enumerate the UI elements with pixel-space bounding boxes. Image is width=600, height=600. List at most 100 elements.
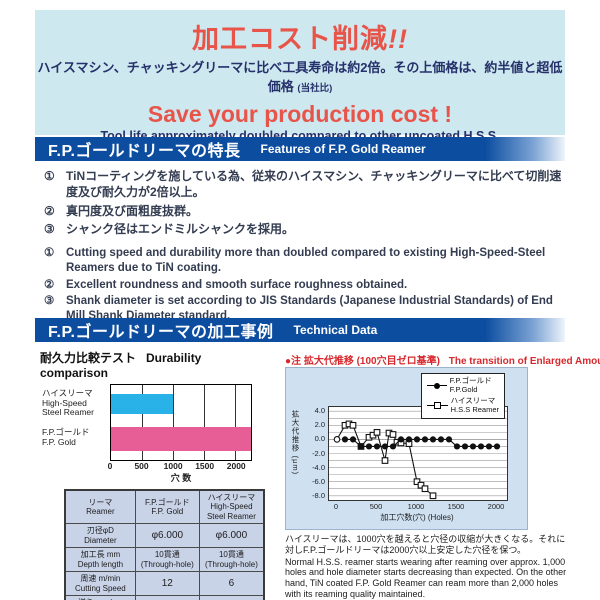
y-axis-label: 拡大代推移 (μm): [291, 410, 300, 476]
section-header-features: F.P.ゴールドリーマの特長 Features of F.P. Gold Rea…: [35, 137, 565, 161]
y-tick: 2.0: [314, 420, 325, 430]
transition-title-en: The transition of Enlarged Amount: [448, 356, 600, 367]
bar-category-label: F.P.ゴールド F.P. Gold: [42, 427, 90, 447]
spec-cell: φ6.000: [198, 523, 265, 549]
feature-text: シャンク径はエンドミルシャンクを採用。: [66, 222, 295, 237]
feature-text: Cutting speed and durability more than d…: [66, 247, 546, 275]
section-header-technical: F.P.ゴールドリーマの加工事例 Technical Data: [35, 318, 565, 342]
spec-cell: 0.2: [198, 594, 265, 600]
spec-header-cell: ハイスリーマ High-Speed Steel Reamer: [198, 489, 265, 525]
data-point: [417, 481, 425, 489]
data-point: [389, 431, 397, 438]
durability-bar-chart: ハイスリーマ High-Speed Steel Reamer F.P.ゴールド F.P.…: [40, 384, 265, 461]
data-point: [429, 492, 437, 500]
data-point: [413, 478, 421, 486]
data-point: [373, 429, 381, 436]
gridline: [142, 385, 144, 460]
durability-column: 耐久力比較テスト Durability comparison ハイスリーマ High…: [40, 349, 265, 600]
data-point: [429, 436, 437, 443]
gridline: [235, 385, 237, 460]
spec-cell: 0.2: [134, 594, 200, 600]
features-title-en: Features of F.P. Gold Reamer: [260, 142, 426, 156]
bar-category-labels: ハイスリーマ High-Speed Steel Reamer F.P.ゴールド F.P.…: [40, 384, 110, 461]
feature-number: ③: [44, 222, 55, 237]
spec-cell: φ6.000: [134, 523, 200, 549]
transition-title-jp: 拡大代推移 (100穴目ゼロ基準): [303, 356, 440, 367]
spec-row: 加工長 mm Depth length 10貫通 (Through-hole) 10貫通…: [64, 547, 265, 573]
legend-entry: ハイスリーマ H.S.S Reamer: [426, 396, 499, 414]
data-point: [389, 443, 397, 450]
feature-text: TiNコーティングを施している為、従来のハイスマシン、チャッキングリーマに比べて…: [66, 169, 562, 199]
data-point: [349, 436, 357, 443]
data-point: [469, 443, 477, 450]
y-tick: -8.0: [312, 490, 325, 500]
x-tick: 1000: [407, 502, 425, 511]
data-point: [381, 457, 389, 464]
feature-number: ②: [44, 278, 55, 291]
data-point: [357, 443, 365, 450]
durability-bar-plot: [110, 384, 252, 461]
y-tick: 4.0: [314, 406, 325, 416]
feature-number: ①: [44, 169, 55, 183]
feature-item: ② 真円度及び面粗度抜群。: [44, 204, 564, 220]
y-tick: 0.0: [314, 434, 325, 444]
spec-table-body: リーマ Reamer F.P.ゴールド F.P. Gold ハイスリーマ High-Spe…: [64, 489, 265, 600]
promo-note-jp: (当社比): [297, 83, 333, 94]
spec-cell: 10貫通 (Through-hole): [134, 547, 200, 573]
promo-banner: 加工コスト削減!! ハイスマシン、チャッキングリーマに比べ工具寿命は約2倍。その…: [35, 10, 565, 159]
spec-row: 送り mm/revFeed0.20.2: [64, 594, 265, 600]
data-point: [477, 443, 485, 450]
data-point: [485, 443, 493, 450]
data-point: [493, 443, 501, 450]
filled-circle-icon: [426, 382, 447, 389]
feature-text: Excellent roundness and smooth surface r…: [66, 278, 408, 291]
spec-cell: 12: [134, 571, 200, 596]
data-point: [397, 436, 405, 443]
legend-entry: F.P.ゴールド F.P.Gold: [426, 376, 499, 394]
spec-cell: 10貫通 (Through-hole): [198, 547, 265, 573]
data-point: [349, 421, 357, 429]
gridline: [204, 385, 206, 460]
data-point: [333, 436, 341, 443]
features-list: ① TiNコーティングを施している為、従来のハイスマシン、チャッキングリーマに比べ…: [44, 169, 564, 326]
promo-headline-jp: 加工コスト削減!!: [192, 24, 408, 54]
x-tick: 500: [369, 502, 383, 511]
bar-hss-reamer: [111, 394, 174, 414]
y-tick: -2.0: [312, 448, 325, 458]
spec-cell: 送り mm/revFeed: [64, 594, 136, 600]
data-point: [405, 436, 413, 443]
spec-cell: 6: [198, 571, 265, 596]
legend-label: F.P.ゴールド F.P.Gold: [449, 376, 492, 394]
bar-x-axis-label: 穴 数: [170, 473, 192, 483]
data-point: [365, 443, 373, 450]
technical-title-jp: F.P.ゴールドリーマの加工事例: [48, 324, 274, 341]
x-tick: 1000: [163, 461, 183, 471]
legend-label: ハイスリーマ H.S.S Reamer: [450, 396, 499, 414]
durability-chart-title: 耐久力比較テスト Durability comparison: [40, 351, 202, 380]
data-point: [453, 443, 461, 450]
x-tick: 500: [134, 461, 149, 471]
data-point: [341, 436, 349, 443]
bar-x-ticks: 0 500 1000 1500 2000: [108, 461, 252, 471]
transition-line-plot: [328, 406, 508, 501]
features-list-jp: ① TiNコーティングを施している為、従来のハイスマシン、チャッキングリーマに比べ…: [44, 169, 564, 238]
features-list-en: ① Cutting speed and durability more than …: [44, 246, 564, 324]
exclamation-mark: !!: [388, 24, 408, 54]
x-tick: 1500: [195, 461, 215, 471]
data-point: [381, 443, 389, 450]
note-mark: ●注: [285, 356, 302, 367]
feature-item: ③ シャンク径はエンドミルシャンクを採用。: [44, 222, 564, 238]
x-tick: 1500: [447, 502, 465, 511]
x-tick: 0: [333, 502, 339, 511]
promo-headline-en: Save your production cost !: [147, 101, 453, 127]
line-chart-svg: [329, 410, 507, 500]
chart-legend: F.P.ゴールド F.P.Gold ハイスリーマ H.S.S Reamer: [420, 373, 505, 419]
promo-subline-jp: ハイスマシン、チャッキングリーマに比べ工具寿命は約2倍。その上価格は、約半値と超…: [37, 60, 563, 94]
feature-item: ② Excellent roundness and smooth surface …: [44, 278, 564, 293]
transition-chart-panel: 拡大代推移 (μm) 4.0 2.0 0.0 -2.0 -4.0 -6.0 -8.0 0 50…: [285, 367, 528, 530]
data-point: [437, 436, 445, 443]
data-point: [421, 485, 429, 493]
transition-chart-title: ●注 拡大代推移 (100穴目ゼロ基準) The transition of E…: [285, 352, 600, 367]
data-point: [461, 443, 469, 450]
